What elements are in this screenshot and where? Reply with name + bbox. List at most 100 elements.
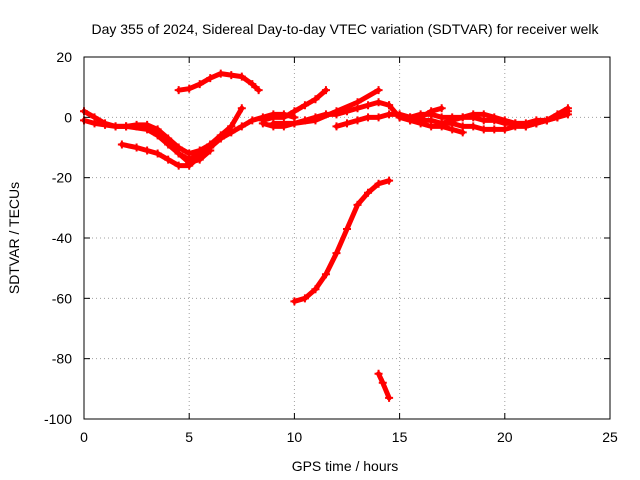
- y-tick-label: -60: [52, 290, 72, 306]
- data-point: [448, 116, 457, 125]
- series-sat-j: [374, 369, 394, 402]
- data-point: [90, 113, 99, 122]
- y-tick-label: 0: [64, 109, 72, 125]
- y-tick-label: -20: [52, 170, 72, 186]
- data-point: [385, 393, 394, 402]
- data-point: [364, 101, 373, 110]
- data-point: [185, 84, 194, 93]
- data-point: [542, 116, 551, 125]
- data-point: [416, 113, 425, 122]
- data-point: [311, 116, 320, 125]
- data-point: [227, 71, 236, 80]
- data-point: [164, 140, 173, 149]
- x-axis-label: GPS time / hours: [292, 458, 399, 474]
- data-point: [300, 294, 309, 303]
- data-point: [532, 119, 541, 128]
- series-sat-h: [269, 86, 383, 128]
- data-point: [258, 116, 267, 125]
- data-point: [343, 224, 351, 233]
- data-point: [174, 149, 183, 158]
- data-point: [216, 134, 225, 143]
- trace-line: [291, 178, 392, 304]
- data-point: [321, 86, 330, 95]
- data-point: [195, 155, 204, 164]
- data-point: [490, 113, 499, 122]
- data-point: [254, 86, 263, 95]
- series-sat-d: [122, 122, 215, 167]
- data-point: [216, 69, 225, 78]
- y-axis-label: SDTVAR / TECUs: [6, 182, 22, 294]
- data-point: [343, 119, 351, 128]
- chart-title: Day 355 of 2024, Sidereal Day-to-day VTE…: [91, 21, 599, 37]
- data-point: [374, 98, 383, 107]
- series-sat-i: [290, 176, 394, 306]
- data-point: [300, 101, 309, 110]
- series-sat-n: [437, 104, 572, 131]
- data-point: [458, 128, 467, 137]
- data-point: [153, 131, 162, 140]
- data-point: [437, 104, 446, 113]
- data-point: [437, 119, 446, 128]
- data-point: [378, 378, 387, 387]
- data-point: [227, 122, 236, 131]
- data-point: [311, 285, 320, 294]
- x-tick-label: 10: [287, 429, 303, 445]
- data-point: [563, 104, 572, 113]
- data-point: [406, 116, 415, 125]
- data-point: [248, 116, 257, 125]
- y-tick-label: 20: [56, 49, 72, 65]
- data-point: [164, 155, 173, 164]
- data-point: [353, 98, 362, 107]
- data-point: [553, 110, 562, 119]
- data-point: [385, 110, 394, 119]
- trace-line: [407, 105, 445, 123]
- data-point: [427, 107, 436, 116]
- data-point: [101, 119, 110, 128]
- data-point: [500, 116, 509, 125]
- data-point: [290, 297, 299, 306]
- data-point: [385, 176, 394, 185]
- series-sat-c: [117, 104, 246, 170]
- data-point: [174, 161, 183, 170]
- data-point: [364, 113, 373, 122]
- data-point: [206, 146, 215, 155]
- series-sat-g: [258, 86, 330, 125]
- data-point: [143, 125, 152, 134]
- x-tick-label: 20: [497, 429, 513, 445]
- data-point: [248, 80, 257, 89]
- trace-line: [376, 371, 392, 401]
- data-point: [511, 119, 520, 128]
- data-point: [117, 140, 126, 149]
- x-tick-label: 0: [80, 429, 88, 445]
- data-point: [311, 95, 320, 104]
- data-point: [353, 116, 362, 125]
- data-point: [374, 179, 383, 188]
- data-point: [206, 74, 215, 83]
- data-point: [395, 113, 404, 122]
- data-point: [353, 200, 362, 209]
- x-tick-label: 5: [185, 429, 193, 445]
- data-point: [332, 122, 341, 131]
- data-point: [122, 122, 131, 131]
- data-point: [174, 86, 183, 95]
- data-point: [479, 125, 488, 134]
- data-point: [195, 80, 204, 89]
- x-tick-label: 15: [392, 429, 408, 445]
- data-point: [469, 122, 478, 131]
- data-point: [521, 122, 530, 131]
- axis-ticks: 0 5 10 15 20 25 -100 -80 -60 -40 -20 0 20: [44, 49, 618, 445]
- y-tick-label: -80: [52, 351, 72, 367]
- data-point: [374, 113, 383, 122]
- data-point: [153, 149, 162, 158]
- series-sat-e: [174, 69, 263, 95]
- data-point: [479, 110, 488, 119]
- data-point: [332, 107, 341, 116]
- data-point: [132, 143, 141, 152]
- data-point: [143, 146, 152, 155]
- data-point: [185, 158, 194, 167]
- series-sat-o: [406, 104, 446, 125]
- data-point: [279, 113, 288, 122]
- data-point: [269, 119, 278, 128]
- x-tick-label: 25: [602, 429, 618, 445]
